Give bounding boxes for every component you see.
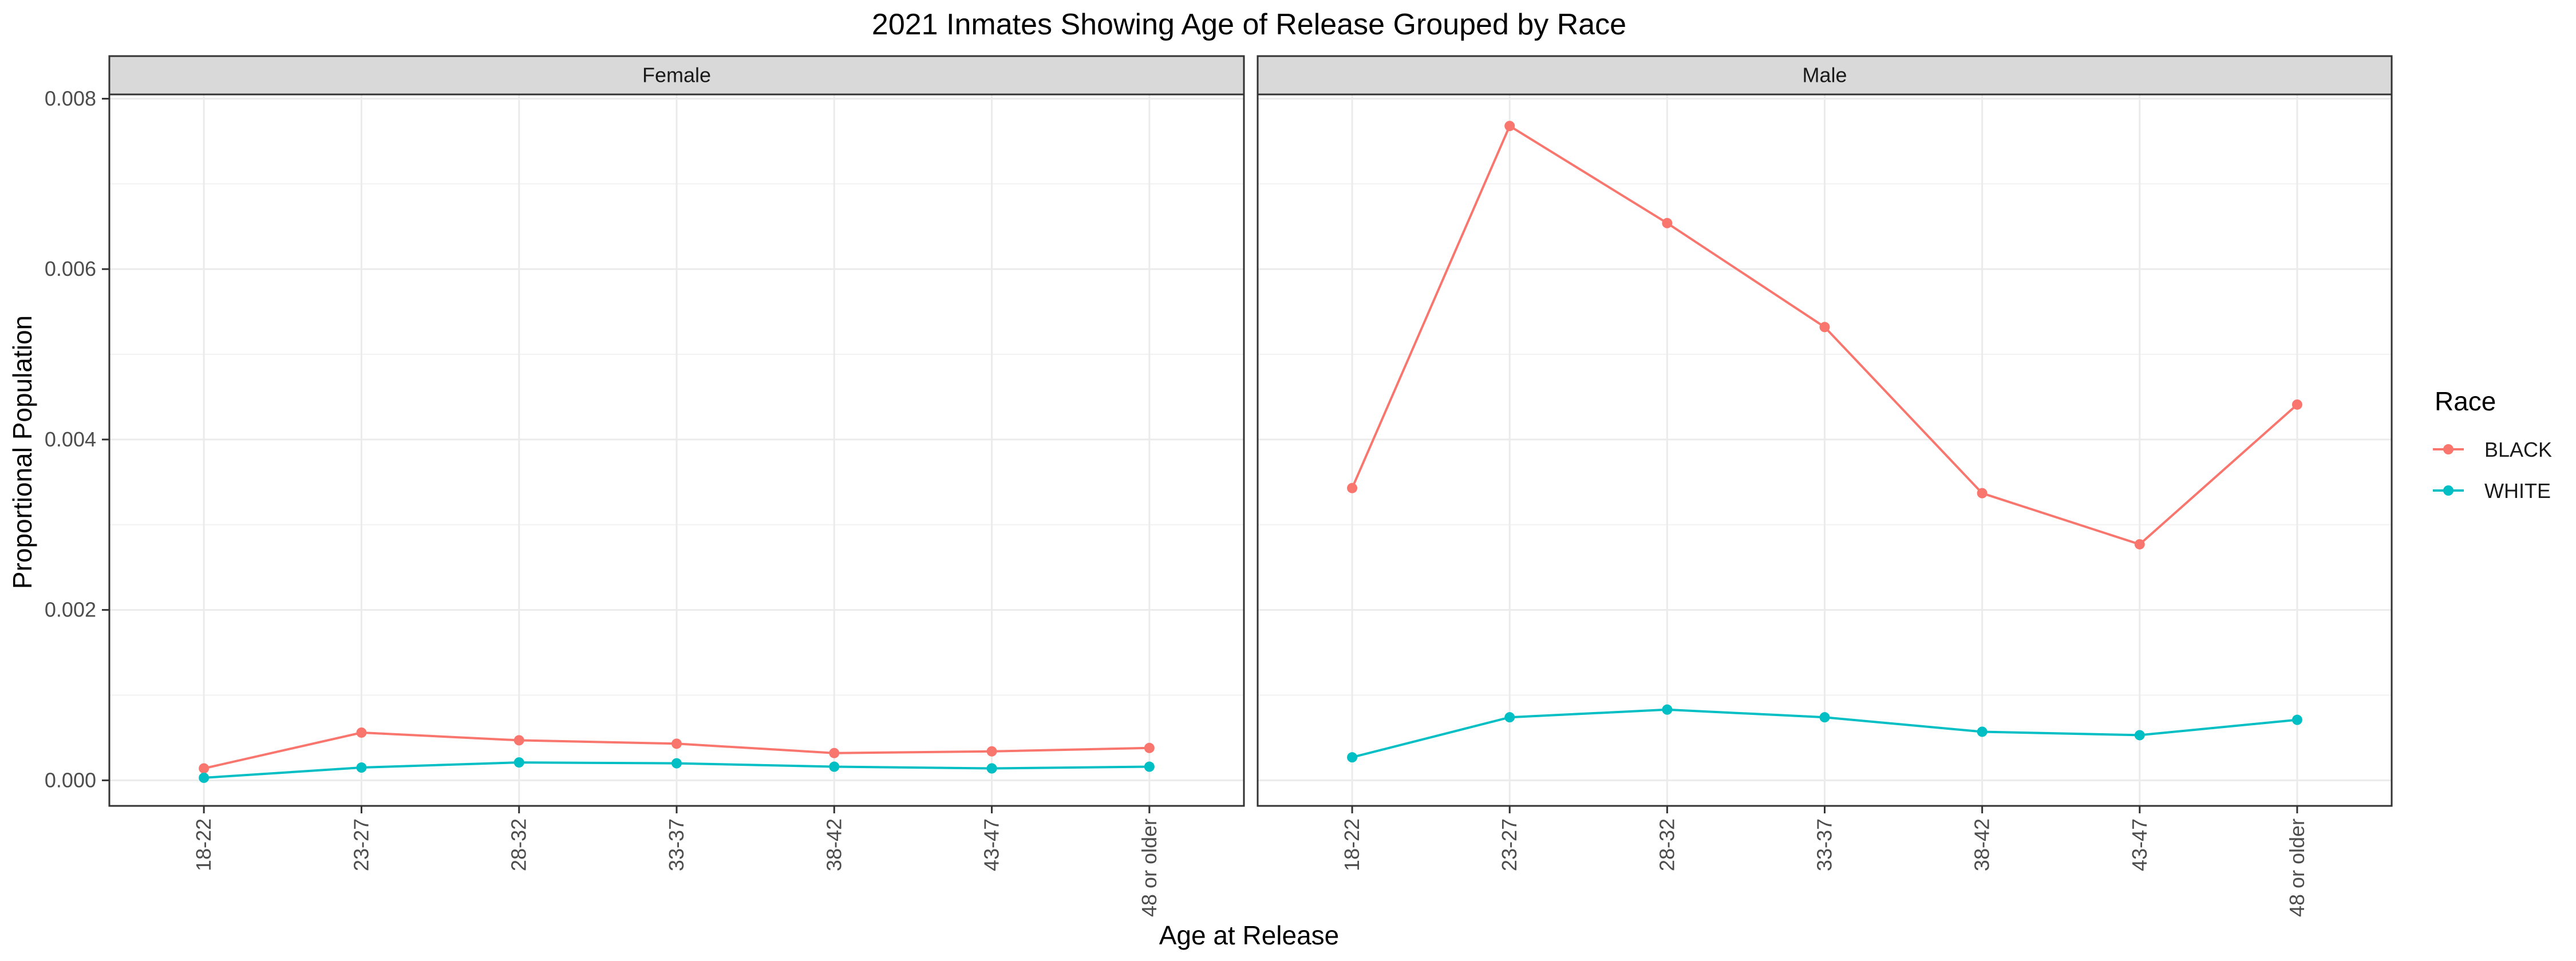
- facet-strip-label: Male: [1802, 64, 1847, 87]
- x-tick-label: 43-47: [980, 818, 1003, 871]
- chart-title: 2021 Inmates Showing Age of Release Grou…: [872, 8, 1626, 41]
- data-point-black: [829, 748, 840, 758]
- data-point-black: [356, 727, 367, 738]
- data-point-white: [1819, 712, 1830, 723]
- data-point-white: [829, 761, 840, 772]
- data-point-black: [671, 738, 682, 749]
- x-tick-label: 18-22: [192, 818, 215, 871]
- legend-label: WHITE: [2484, 479, 2551, 503]
- data-point-black: [2291, 399, 2302, 410]
- x-tick-label: 28-32: [1655, 818, 1678, 871]
- data-point-black: [1662, 217, 1673, 228]
- data-point-black: [1347, 483, 1358, 493]
- facet-strip-label: Female: [642, 64, 711, 87]
- data-point-black: [2134, 539, 2145, 549]
- x-tick-label: 38-42: [822, 818, 846, 871]
- data-point-black: [199, 763, 210, 774]
- data-point-white: [986, 763, 997, 774]
- legend-key-point: [2443, 444, 2453, 454]
- x-tick-label: 18-22: [1340, 818, 1364, 871]
- panel-female: Female 18-22 23-27 28-32 33-37 38-42 43-47 48 o…: [108, 55, 1245, 917]
- data-point-white: [356, 762, 367, 773]
- y-axis-title: Proportional Population: [7, 315, 37, 589]
- y-tick-label: 0.000: [45, 768, 96, 792]
- data-point-black: [1504, 121, 1515, 132]
- x-tick-label: 33-37: [1813, 818, 1836, 871]
- data-point-black: [1819, 322, 1830, 333]
- data-point-white: [1504, 712, 1515, 723]
- data-point-white: [1144, 761, 1155, 772]
- facet-panels: Female 18-22 23-27 28-32 33-37 38-42 43-47 48 o…: [108, 55, 2393, 917]
- panel-male: Male 18-22 23-27 28-32 33-37 38-42 43-47 48 or …: [1257, 55, 2393, 917]
- y-tick-label: 0.006: [45, 257, 96, 280]
- legend-key-point: [2443, 485, 2453, 496]
- x-tick-label: 23-27: [349, 818, 373, 871]
- x-tick-label: 33-37: [665, 818, 688, 871]
- x-tick-label: 43-47: [2128, 818, 2151, 871]
- data-point-black: [986, 746, 997, 757]
- data-point-white: [2134, 730, 2145, 741]
- data-point-white: [1977, 726, 1988, 737]
- y-tick-label: 0.004: [45, 428, 96, 451]
- x-tick-label: 48 or older: [1137, 818, 1161, 917]
- x-tick-label: 48 or older: [2285, 818, 2309, 917]
- legend-label: BLACK: [2484, 438, 2552, 461]
- data-point-white: [1347, 752, 1358, 763]
- data-point-black: [513, 735, 524, 746]
- data-point-white: [513, 757, 524, 768]
- data-point-black: [1144, 742, 1155, 753]
- data-point-black: [1977, 488, 1988, 499]
- legend: Race BLACK WHITE: [2433, 386, 2552, 503]
- x-tick-label: 28-32: [507, 818, 531, 871]
- facet-strip: [108, 55, 1245, 96]
- x-axis-title: Age at Release: [1159, 920, 1340, 950]
- y-tick-label: 0.002: [45, 598, 96, 622]
- y-axis: 0.000 0.002 0.004 0.006 0.008: [45, 86, 109, 792]
- data-point-white: [2291, 714, 2302, 725]
- y-tick-label: 0.008: [45, 86, 96, 110]
- legend-title: Race: [2435, 386, 2496, 416]
- data-point-white: [199, 772, 210, 783]
- x-tick-label: 38-42: [1970, 818, 1994, 871]
- data-point-white: [1662, 704, 1673, 715]
- data-point-white: [671, 758, 682, 769]
- x-tick-label: 23-27: [1498, 818, 1521, 871]
